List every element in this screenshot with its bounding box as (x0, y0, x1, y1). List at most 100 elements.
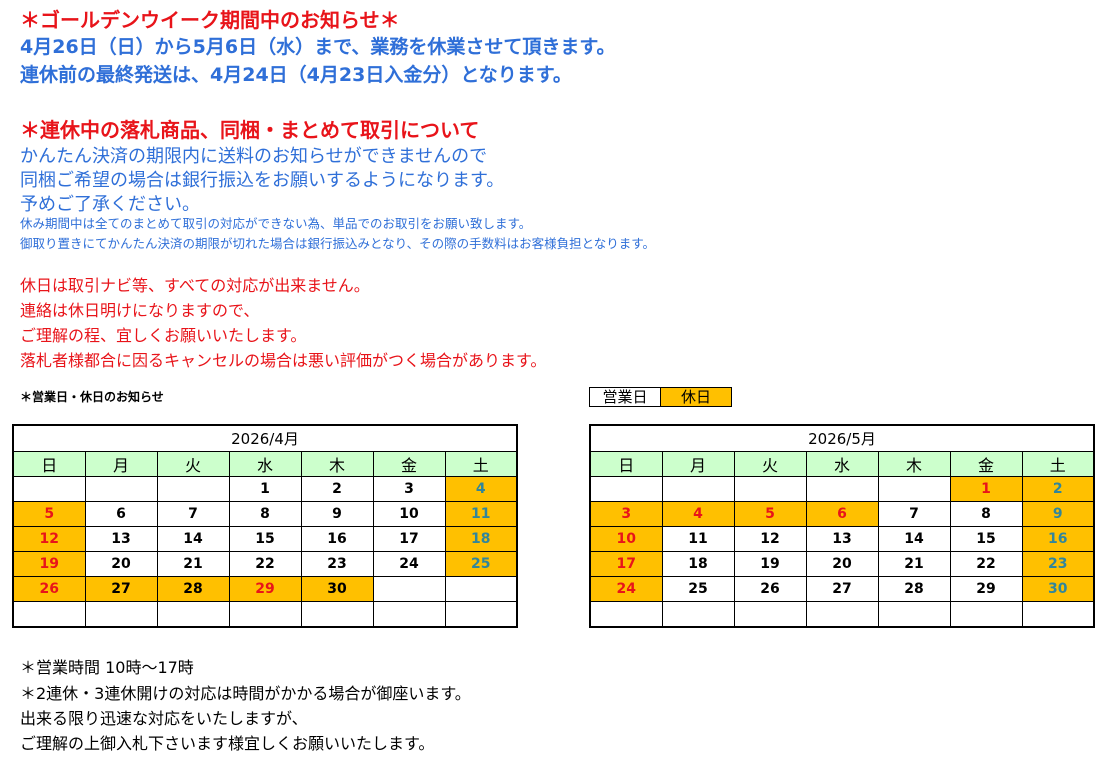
calendar-caption: ＊営業日・休日のお知らせ (20, 390, 164, 404)
calendar-title: 2026/5月 (589, 424, 1095, 452)
day-cell: 2 (300, 476, 374, 502)
footer-line: 出来る限り迅速な対応をいたしますが、 (20, 709, 308, 728)
day-cell (805, 601, 879, 628)
week-row (12, 601, 518, 628)
day-cell: 28 (877, 576, 951, 602)
weekday-header: 月 (661, 451, 735, 477)
day-cell (877, 476, 951, 502)
day-cell: 18 (661, 551, 735, 577)
day-cell: 12 (733, 526, 807, 552)
day-cell: 19 (12, 551, 86, 577)
day-cell: 11 (661, 526, 735, 552)
legend-holiday: 休日 (661, 388, 731, 406)
weekday-header: 水 (228, 451, 302, 477)
weekday-header: 水 (805, 451, 879, 477)
week-row: 10 11 12 13 14 15 16 (589, 526, 1095, 552)
day-cell: 5 (12, 501, 86, 527)
day-cell (444, 601, 518, 628)
notice-title: ＊ゴールデンウイーク期間中のお知らせ＊ (20, 8, 400, 32)
day-cell: 22 (949, 551, 1023, 577)
day-cell: 24 (372, 551, 446, 577)
bundle-small: 休み期間中は全てのまとめて取引の対応ができない為、単品でのお取引をお願い致します… (20, 216, 532, 231)
day-cell: 28 (156, 576, 230, 602)
weekday-header: 金 (372, 451, 446, 477)
day-cell: 22 (228, 551, 302, 577)
legend-business-day: 営業日 (590, 388, 661, 406)
notice-line: 4月26日（日）から5月6日（水）まで、業務を休業させて頂きます。 (20, 36, 616, 58)
day-cell (877, 601, 951, 628)
day-cell (949, 601, 1023, 628)
day-cell: 10 (372, 501, 446, 527)
weekday-header: 土 (1021, 451, 1095, 477)
bundle-line: 予めご了承ください。 (20, 194, 200, 215)
day-cell (300, 601, 374, 628)
warning-line: 落札者様都合に因るキャンセルの場合は悪い評価がつく場合があります。 (20, 351, 547, 370)
warning-line: 連絡は休日明けになりますので、 (20, 301, 260, 320)
day-cell: 25 (444, 551, 518, 577)
notice-line: 連休前の最終発送は、4月24日（4月23日入金分）となります。 (20, 64, 572, 86)
day-cell: 30 (1021, 576, 1095, 602)
weekday-header: 木 (300, 451, 374, 477)
day-cell: 1 (228, 476, 302, 502)
day-cell (156, 601, 230, 628)
day-cell: 1 (949, 476, 1023, 502)
footer-line: ご理解の上御入札下さいます様宜しくお願いいたします。 (20, 734, 435, 753)
day-cell: 11 (444, 501, 518, 527)
day-cell (733, 601, 807, 628)
day-cell: 23 (300, 551, 374, 577)
day-cell: 26 (12, 576, 86, 602)
day-cell: 27 (84, 576, 158, 602)
day-cell: 29 (949, 576, 1023, 602)
day-cell: 3 (589, 501, 663, 527)
day-cell: 10 (589, 526, 663, 552)
day-cell: 20 (805, 551, 879, 577)
day-cell: 16 (300, 526, 374, 552)
day-cell (805, 476, 879, 502)
day-cell: 21 (877, 551, 951, 577)
day-cell: 12 (12, 526, 86, 552)
weekday-header: 火 (156, 451, 230, 477)
day-cell: 30 (300, 576, 374, 602)
day-cell: 6 (805, 501, 879, 527)
week-row: 5 6 7 8 9 10 11 (12, 501, 518, 527)
weekday-header: 日 (589, 451, 663, 477)
day-cell: 2 (1021, 476, 1095, 502)
day-cell: 8 (949, 501, 1023, 527)
day-cell: 14 (156, 526, 230, 552)
day-cell: 3 (372, 476, 446, 502)
bundle-title: ＊連休中の落札商品、同梱・まとめて取引について (20, 118, 480, 142)
day-cell: 21 (156, 551, 230, 577)
day-cell: 27 (805, 576, 879, 602)
day-cell: 9 (1021, 501, 1095, 527)
day-cell (84, 476, 158, 502)
day-cell: 19 (733, 551, 807, 577)
week-row: 17 18 19 20 21 22 23 (589, 551, 1095, 577)
day-cell (661, 601, 735, 628)
day-cell (228, 601, 302, 628)
day-cell (372, 601, 446, 628)
bundle-line: かんたん決済の期限内に送料のお知らせができませんので (20, 146, 488, 167)
bundle-small: 御取り置きにてかんたん決済の期限が切れた場合は銀行振込みとなり、その際の手数料は… (20, 236, 656, 251)
day-cell (12, 601, 86, 628)
day-cell (589, 601, 663, 628)
day-cell: 15 (228, 526, 302, 552)
day-cell: 14 (877, 526, 951, 552)
footer-line: ＊2連休・3連休開けの対応は時間がかかる場合が御座います。 (20, 684, 471, 703)
day-cell (661, 476, 735, 502)
day-cell: 17 (372, 526, 446, 552)
warning-line: 休日は取引ナビ等、すべての対応が出来ません。 (20, 276, 370, 295)
week-row: 24 25 26 27 28 29 30 (589, 576, 1095, 602)
day-cell: 6 (84, 501, 158, 527)
day-cell (589, 476, 663, 502)
day-cell: 16 (1021, 526, 1095, 552)
day-cell: 26 (733, 576, 807, 602)
day-cell: 7 (156, 501, 230, 527)
day-cell (1021, 601, 1095, 628)
day-cell: 23 (1021, 551, 1095, 577)
day-cell: 17 (589, 551, 663, 577)
calendar-may: 2026/5月日月火水木金土 1 2 3 4 5 6 7 8 9 10 11 12 13 14 15 16 17 1… (589, 424, 1095, 628)
day-cell: 5 (733, 501, 807, 527)
legend: 営業日 休日 (589, 387, 732, 407)
